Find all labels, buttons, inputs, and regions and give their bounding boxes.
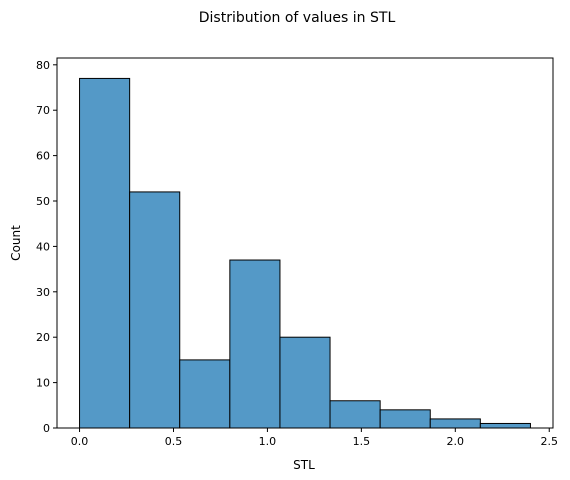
y-tick-label: 60 (36, 150, 50, 163)
x-tick-label: 2.5 (540, 435, 558, 448)
y-tick-label: 20 (36, 331, 50, 344)
y-tick-label: 40 (36, 240, 50, 253)
histogram-bar-7 (429, 418, 481, 429)
chart-title: Distribution of values in STL (199, 10, 396, 26)
x-axis-ticks: 0.0 0.5 1.0 1.5 2.0 2.5 (71, 428, 558, 448)
histogram-bar-6 (379, 409, 431, 429)
x-tick-label: 1.0 (259, 435, 277, 448)
x-tick-label: 2.0 (447, 435, 465, 448)
x-tick-label: 1.5 (353, 435, 371, 448)
histogram-bar-3 (229, 259, 281, 429)
histogram-bar-4 (279, 336, 331, 429)
plot-frame (56, 57, 554, 429)
y-tick-label: 80 (36, 59, 50, 72)
x-tick-label: 0.0 (71, 435, 89, 448)
y-tick-label: 70 (36, 104, 50, 117)
bars-group (79, 77, 531, 429)
histogram-bar-0 (79, 77, 131, 429)
histogram-bar-2 (179, 359, 231, 429)
y-tick-label: 10 (36, 377, 50, 390)
histogram-bar-8 (479, 422, 531, 429)
x-tick-label: 0.5 (165, 435, 183, 448)
y-axis-label: Count (9, 225, 23, 261)
histogram-bar-1 (129, 191, 181, 429)
x-axis-label: STL (293, 458, 315, 472)
y-axis-ticks: 0 10 20 30 40 50 60 70 80 (36, 59, 57, 435)
y-tick-label: 0 (43, 422, 50, 435)
y-tick-label: 30 (36, 286, 50, 299)
histogram-bar-5 (329, 400, 381, 429)
y-tick-label: 50 (36, 195, 50, 208)
